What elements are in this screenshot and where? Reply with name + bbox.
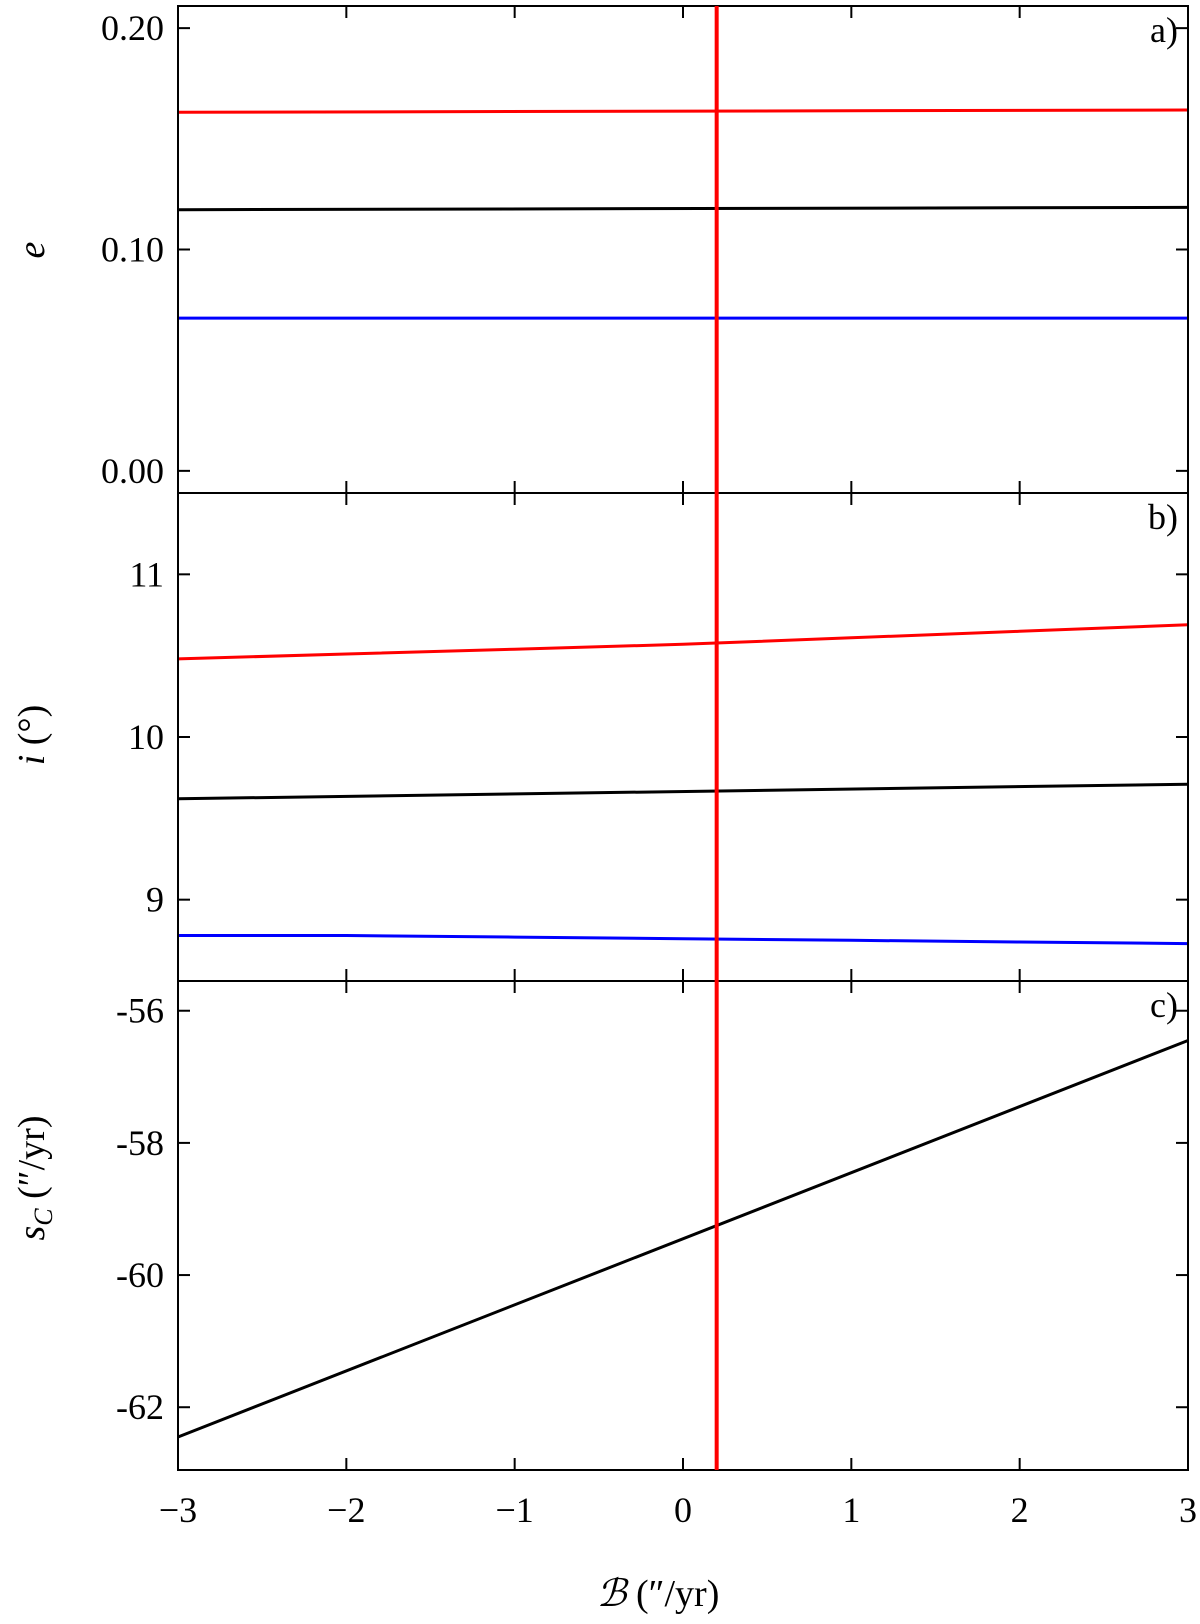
y-axis-label-c-symbol: s — [11, 1226, 53, 1241]
x-axis-label-unit: (″/yr) — [627, 1573, 720, 1615]
series-line-b-1 — [177, 623, 1189, 661]
plot-layer — [177, 108, 1189, 1439]
y-tick-label-b-2: 11 — [129, 554, 164, 594]
y-tick-label-b-0: 9 — [146, 880, 164, 920]
y-tick-label-c-3: -62 — [116, 1387, 164, 1427]
x-axis-label-symbol: ℬ — [597, 1573, 630, 1615]
y-axis-label-c-subscript: C — [29, 1208, 58, 1226]
x-tick-label-4: 1 — [842, 1490, 860, 1530]
y-tick-label-a-1: 0.10 — [101, 230, 164, 270]
y-tick-label-b-1: 10 — [128, 717, 164, 757]
series-line-a-2 — [177, 205, 1189, 212]
panel-label-a: a) — [1150, 10, 1178, 50]
y-tick-label-c-2: -60 — [116, 1255, 164, 1295]
series-line-c-1 — [177, 1039, 1189, 1439]
y-tick-label-a-0: 0.00 — [101, 451, 164, 491]
x-tick-label-5: 2 — [1011, 1490, 1029, 1530]
series-line-b-2 — [177, 782, 1189, 801]
x-tick-label-1: −2 — [327, 1490, 365, 1530]
panel-frame-b — [177, 492, 1189, 982]
y-tick-label-c-0: -56 — [116, 991, 164, 1031]
y-axis-label-c: sC (″/yr) — [11, 1116, 58, 1241]
x-tick-label-6: 3 — [1179, 1490, 1197, 1530]
panel-label-b: b) — [1148, 497, 1178, 537]
panel-label-c: c) — [1150, 985, 1178, 1025]
series-line-b-3 — [178, 934, 1189, 946]
y-axis-label-b-symbol: i — [11, 755, 53, 766]
y-axis-label-b: i (°) — [11, 705, 53, 766]
x-tick-label-3: 0 — [674, 1490, 692, 1530]
y-tick-label-a-2: 0.20 — [101, 8, 164, 48]
y-axis-label-b-unit: (°) — [11, 705, 53, 755]
x-axis-label: ℬ (″/yr) — [597, 1573, 720, 1615]
panel-frame-c — [177, 980, 1189, 1471]
y-tick-label-c-1: -58 — [116, 1123, 164, 1163]
series-line-a-1 — [177, 108, 1189, 114]
y-axis-label-a: e — [11, 241, 53, 258]
x-tick-label-2: −1 — [496, 1490, 534, 1530]
x-tick-label-0: −3 — [159, 1490, 197, 1530]
y-axis-label-c-unit: (″/yr) — [11, 1116, 53, 1209]
panel-frame-a — [177, 5, 1189, 494]
